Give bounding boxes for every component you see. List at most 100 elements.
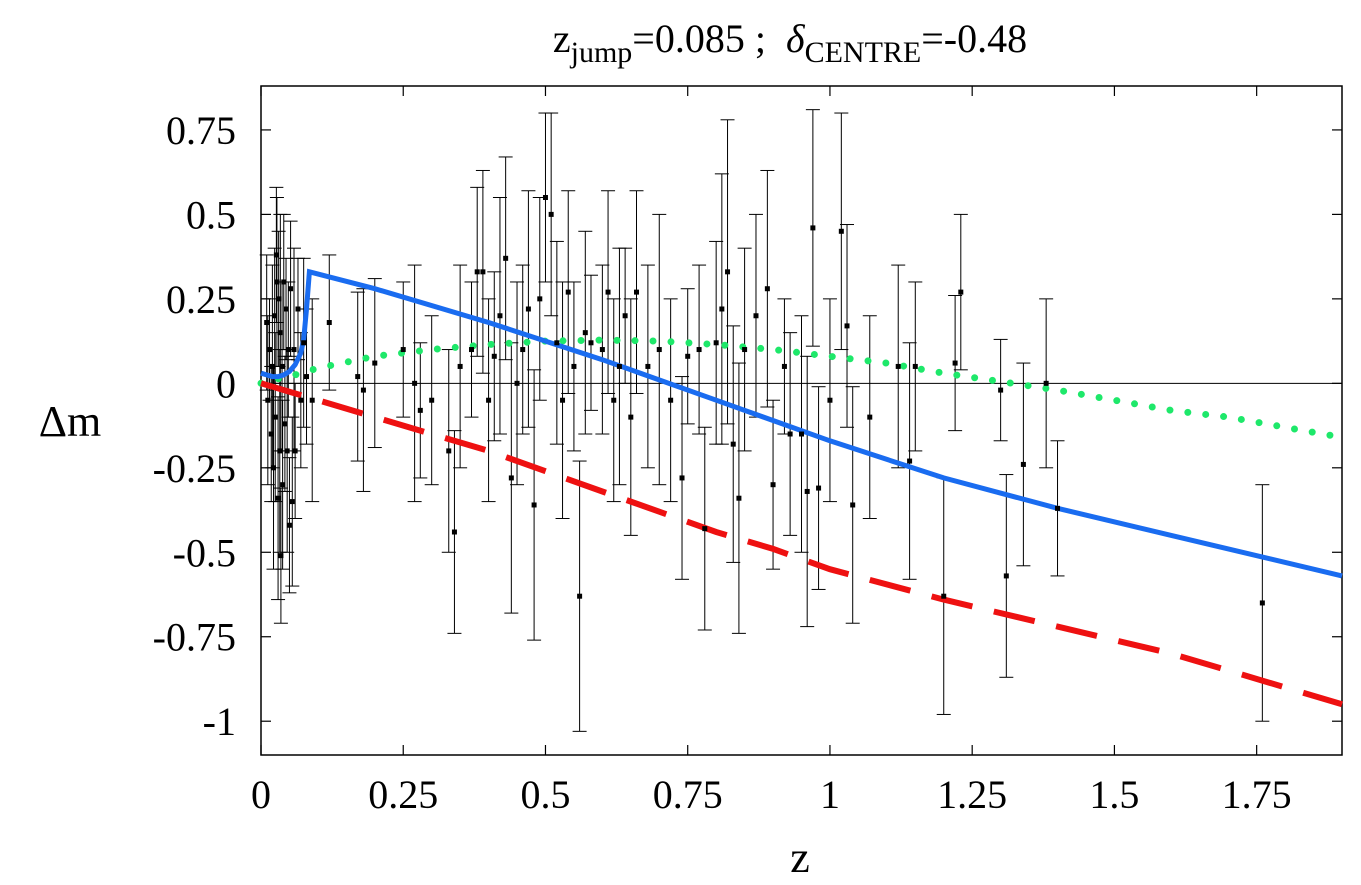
data-point [274, 279, 280, 285]
data-point [713, 340, 719, 346]
data-points [264, 195, 1265, 606]
data-point [372, 360, 378, 366]
data-point [291, 347, 297, 353]
data-point [281, 279, 287, 285]
data-point [577, 593, 583, 599]
data-point [764, 286, 770, 292]
data-point [355, 374, 361, 380]
y-tick-label: 0.75 [166, 108, 236, 153]
data-point [264, 320, 270, 326]
data-point [298, 397, 304, 403]
data-point [268, 431, 274, 437]
data-point [279, 363, 285, 369]
data-point [412, 380, 418, 386]
data-point [668, 397, 674, 403]
plot-frame [260, 85, 1343, 756]
data-point [730, 441, 736, 447]
title-z-value: =0.085 [632, 16, 745, 61]
data-point [616, 363, 622, 369]
data-point [998, 387, 1004, 393]
data-point [508, 475, 514, 481]
data-point [912, 363, 918, 369]
y-axis-title: Δm [39, 397, 102, 446]
x-tick-label: 0 [251, 772, 271, 817]
data-point [520, 347, 526, 353]
data-point [628, 414, 634, 420]
data-point [273, 252, 279, 258]
data-point [285, 347, 291, 353]
data-point [304, 374, 310, 380]
data-point [277, 330, 283, 336]
data-point [611, 397, 617, 403]
data-point [280, 482, 286, 488]
y-tick-label: 0 [216, 361, 236, 406]
data-point [742, 347, 748, 353]
data-point [542, 195, 548, 200]
data-point [531, 502, 537, 508]
data-point [958, 289, 964, 295]
x-axis-title: z [790, 833, 810, 882]
title-separator: ; [745, 16, 786, 61]
data-point [895, 363, 901, 369]
data-point [605, 289, 611, 295]
data-point [503, 255, 509, 261]
data-point [272, 313, 278, 319]
data-point [622, 313, 628, 319]
data-point [554, 340, 560, 346]
data-point [514, 380, 520, 386]
data-point [844, 323, 850, 329]
y-tick-labels: 0.75 0.5 0.25 0 -0.25 -0.5 -0.75 -1 [153, 108, 236, 744]
data-point [827, 397, 833, 403]
x-tick-labels: 0 0.25 0.5 0.75 1 1.25 1.5 1.75 [251, 772, 1292, 817]
data-point [787, 431, 793, 437]
x-tick-label: 1 [820, 772, 840, 817]
data-point [288, 286, 294, 292]
data-point [491, 353, 497, 359]
data-point [634, 289, 640, 295]
x-tick-label: 1.25 [937, 772, 1007, 817]
data-point [360, 387, 366, 393]
data-point [850, 502, 856, 508]
y-tick-label: -0.5 [173, 530, 236, 575]
y-tick-label: -1 [203, 699, 236, 744]
data-point [571, 363, 577, 369]
x-tick-label: 0.75 [653, 772, 723, 817]
data-point [417, 407, 423, 413]
data-point [696, 347, 702, 353]
data-point [753, 313, 759, 319]
data-point [451, 529, 457, 535]
data-point [804, 488, 810, 494]
data-point [309, 397, 315, 403]
data-point [770, 482, 776, 488]
data-point [719, 306, 725, 312]
data-point [838, 228, 844, 234]
title-delta-symbol: δ [786, 16, 806, 61]
data-point [474, 269, 480, 275]
data-point [907, 458, 913, 464]
data-point [1003, 573, 1009, 579]
data-point [295, 306, 301, 312]
x-tick-label: 0.5 [520, 772, 570, 817]
data-point [289, 499, 295, 505]
data-point [702, 526, 708, 532]
data-point [446, 448, 452, 454]
data-point [276, 296, 282, 302]
data-point [941, 593, 947, 599]
y-tick-label: 0.5 [186, 192, 236, 237]
chart-title: zjump=0.085 ; δCENTRE=-0.48 [553, 16, 1027, 69]
data-point [282, 421, 288, 427]
blue-solid-model [260, 268, 1343, 579]
data-point [277, 448, 283, 454]
data-point [685, 353, 691, 359]
data-point [645, 363, 651, 369]
error-bars [259, 109, 1270, 732]
title-z-sub: jump [570, 36, 633, 69]
data-point [497, 313, 503, 319]
y-tick-label: 0.25 [166, 277, 236, 322]
data-point [582, 330, 588, 336]
model-curves [257, 268, 1346, 708]
data-point [679, 475, 685, 481]
data-point [588, 340, 594, 346]
data-point [565, 289, 571, 295]
